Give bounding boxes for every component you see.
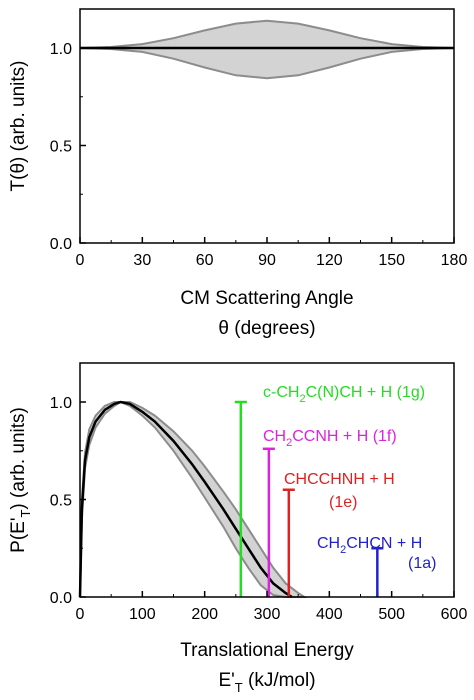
top-y-tick-label: 0.5 (50, 139, 72, 156)
bottom-x-ticks: 0 100 200 300 400 500 600 (76, 591, 468, 623)
top-x-tick-label: 60 (196, 252, 214, 269)
annotation-1e-line2: (1e) (329, 494, 357, 511)
bottom-x-tick-label: 600 (441, 606, 468, 623)
top-y-tick-label: 1.0 (50, 41, 72, 58)
bottom-y-tick-label: 1.0 (50, 395, 72, 412)
top-y-axis-title: T(θ) (arb. units) (8, 61, 29, 192)
top-x-tick-label: 0 (76, 252, 85, 269)
top-x-axis-title-line2: θ (degrees) (218, 318, 315, 339)
top-x-tick-label: 90 (258, 252, 276, 269)
bottom-x-tick-label: 100 (129, 606, 156, 623)
annotation-1g: c-CH2C(N)CH + H (1g) (263, 384, 425, 405)
threshold-lines (234, 400, 384, 597)
bottom-x-tick-label: 300 (254, 606, 281, 623)
bottom-x-axis-title-line2: E'T (kJ/mol) (218, 670, 315, 695)
top-y-tick-label: 0.0 (50, 236, 72, 253)
bottom-chart: 0 100 200 300 400 500 600 0.0 0.5 1.0 c-CH2C(N)C… (8, 362, 468, 695)
bottom-x-axis-title: Translational Energy (180, 640, 354, 661)
annotation-1f: CH2CCNH + H (1f) (263, 428, 397, 449)
bottom-x-tick-label: 0 (76, 606, 85, 623)
top-y-ticks: 0.0 0.5 1.0 (50, 41, 86, 253)
annotation-1e-line1: CHCCHNH + H (284, 471, 395, 488)
bottom-x-tick-label: 200 (191, 606, 218, 623)
bottom-y-axis-title: P(E'T) (arb. units) (8, 407, 33, 553)
annotation-1a-line2: (1a) (408, 555, 436, 572)
top-x-tick-label: 30 (133, 252, 151, 269)
top-chart: 0 30 60 90 120 150 180 0.0 0.5 1.0 CM Scattering… (8, 8, 468, 339)
bottom-y-tick-label: 0.5 (50, 493, 72, 510)
top-x-tick-label: 180 (441, 252, 468, 269)
top-x-axis-title: CM Scattering Angle (180, 288, 353, 309)
bottom-x-tick-label: 500 (378, 606, 405, 623)
top-x-tick-label: 150 (378, 252, 405, 269)
top-x-ticks: 0 30 60 90 120 150 180 (76, 237, 468, 269)
top-uncertainty-band (79, 19, 455, 80)
annotation-1a-line1: CH2CHCN + H (317, 535, 422, 556)
bottom-best-fit-line (78, 400, 293, 599)
bottom-y-ticks: 0.0 0.5 1.0 (50, 395, 86, 607)
bottom-y-tick-label: 0.0 (50, 590, 72, 607)
top-x-tick-label: 120 (316, 252, 343, 269)
bottom-x-tick-label: 400 (316, 606, 343, 623)
